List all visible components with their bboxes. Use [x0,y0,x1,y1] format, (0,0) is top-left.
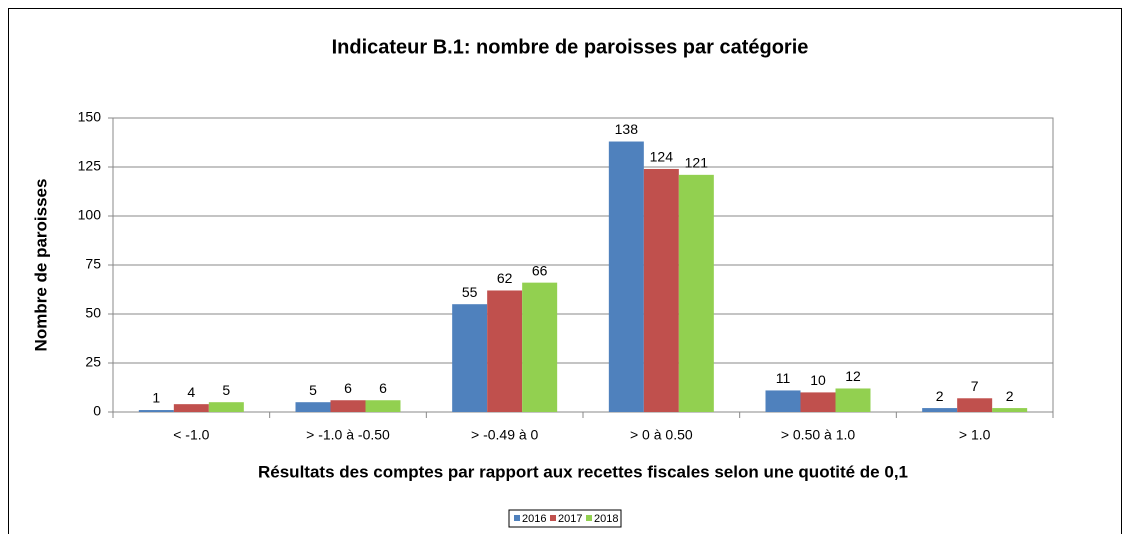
bar [452,304,488,412]
bar [957,398,993,412]
value-label: 5 [222,382,230,398]
bar [487,290,523,412]
bar [922,408,958,412]
bar [992,408,1028,412]
value-label: 7 [971,378,979,394]
x-tick-label: > 1.0 [959,427,991,443]
value-label: 11 [776,370,791,386]
x-tick-label: > 0 à 0.50 [630,427,693,443]
value-label: 62 [497,270,513,286]
value-label: 121 [685,155,709,171]
y-axis-label: Nombre de paroisses [31,179,50,352]
legend-label: 2016 [522,513,546,525]
bar [835,388,871,412]
bar [765,390,801,412]
legend-box [508,509,622,528]
y-tick-label: 150 [78,109,102,125]
chart-title: Indicateur B.1: nombre de paroisses par … [332,36,809,58]
value-label: 1 [152,390,160,406]
x-tick-label: < -1.0 [173,427,209,443]
bar [330,400,366,412]
value-label: 2 [936,388,944,404]
value-label: 2 [1006,388,1014,404]
bar [208,402,244,412]
legend-swatch [550,515,556,521]
x-tick-label: > 0.50 à 1.0 [781,427,856,443]
y-tick-label: 0 [93,403,101,419]
legend-swatch [586,515,592,521]
value-label: 10 [810,372,826,388]
y-tick-label: 125 [78,158,102,174]
x-tick-label: > -0.49 à 0 [471,427,539,443]
value-label: 66 [532,262,548,278]
x-tick-label: > -1.0 à -0.50 [306,427,390,443]
y-tick-label: 50 [85,305,101,321]
value-label: 124 [650,149,674,165]
bar [173,404,209,412]
value-label: 12 [845,368,861,384]
y-tick-label: 100 [78,207,102,223]
value-label: 5 [309,382,317,398]
value-label: 4 [187,384,195,400]
x-axis-label: Résultats des comptes par rapport aux re… [258,462,908,481]
bar [522,282,558,412]
legend-label: 2017 [558,513,582,525]
value-label: 55 [462,284,478,300]
chart-border [8,8,1122,534]
legend-swatch [514,515,520,521]
bar [643,168,679,412]
y-tick-label: 25 [85,354,101,370]
bar [295,402,331,412]
value-label: 138 [615,121,639,137]
bar [678,174,714,412]
bar [138,410,174,412]
value-label: 6 [379,380,387,396]
legend-label: 2018 [594,513,618,525]
value-label: 6 [344,380,352,396]
bar [800,392,836,412]
y-tick-label: 75 [85,256,101,272]
bar [365,400,401,412]
bar [608,141,644,412]
